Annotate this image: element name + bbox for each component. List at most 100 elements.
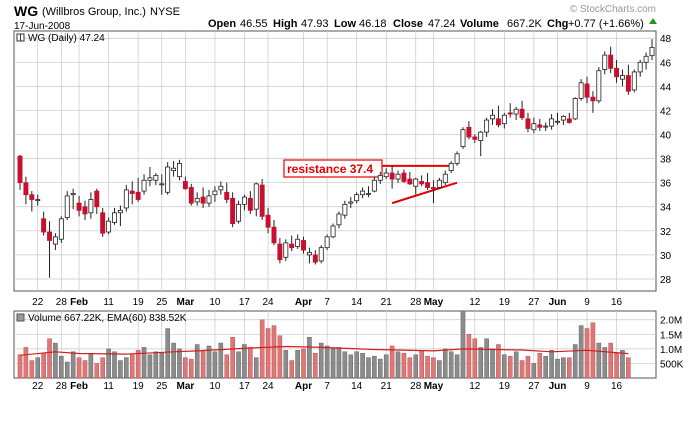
volume-bar (313, 353, 318, 379)
volume-bar (171, 342, 176, 379)
candle-body (241, 196, 247, 205)
volume-bar (218, 342, 224, 379)
volume-bar (248, 347, 253, 379)
volume-date-tick: Feb (70, 381, 88, 392)
candle-body (560, 116, 566, 121)
volume-bar (189, 358, 194, 379)
candle-body (23, 182, 29, 196)
candle-body (70, 193, 76, 196)
candle-body (147, 177, 153, 181)
candle-body (549, 118, 555, 127)
volume-bar (342, 351, 348, 379)
volume-bar (490, 348, 495, 379)
candle-body (117, 209, 123, 214)
candle-body (484, 119, 490, 133)
volume-bar (513, 351, 519, 379)
candle-body (318, 247, 324, 262)
candle-body (159, 183, 165, 186)
volume-date-tick: Apr (295, 381, 312, 392)
volume-bar (419, 350, 424, 379)
symbol: WG (14, 3, 38, 19)
volume-bar (596, 342, 602, 379)
candle-body (377, 175, 383, 181)
candle-body (472, 136, 478, 140)
volume-bar (112, 351, 117, 379)
volume-bar (437, 360, 442, 379)
candle-body (330, 225, 336, 238)
volume-tick-label: 1.5M (660, 330, 682, 341)
volume-bar (253, 357, 259, 379)
close-label: Close (393, 18, 423, 30)
candle-body (47, 231, 52, 241)
candle-body (112, 212, 117, 223)
volume-bar (147, 354, 153, 379)
candle-body (153, 175, 159, 181)
volume-date-tick: May (424, 381, 444, 392)
open-label: Open (208, 18, 236, 30)
volume-bar (584, 328, 590, 379)
candle-body (395, 173, 401, 180)
close-value: 47.24 (428, 18, 456, 30)
volume-bar (271, 325, 277, 379)
volume-bar (395, 351, 401, 379)
volume-date-tick: 25 (156, 381, 168, 392)
volume-axis: 500K 1.0M 1.5M 2.0M (660, 316, 684, 371)
price-date-tick: 7 (324, 297, 330, 308)
candle-body (348, 201, 354, 204)
candle-body (590, 96, 596, 102)
price-tick-label: 46 (660, 58, 672, 69)
candle-body (94, 190, 100, 208)
candle-body (389, 172, 395, 180)
volume-bar (389, 345, 395, 379)
volume-bar (614, 353, 619, 379)
volume-date-axis: 22 28 Feb 11 19 25 Mar 10 17 24 Apr 7 14 21 28 May 12 19 2… (32, 381, 622, 392)
candle-body (88, 199, 94, 214)
exchange: NYSE (150, 6, 180, 18)
volume-bar (478, 347, 483, 379)
chg-label: Chg (547, 18, 568, 30)
volume-bar (47, 338, 52, 379)
volume-bar (118, 360, 123, 379)
volume-date-tick: 16 (611, 381, 623, 392)
candle-body (631, 71, 637, 91)
volume-bar (608, 342, 613, 379)
volume-date-tick: 28 (410, 381, 422, 392)
volume-date-tick: Jun (549, 381, 567, 392)
volume-date-tick: 9 (584, 381, 590, 392)
candle-body (277, 243, 283, 261)
volume-bar (183, 357, 188, 379)
price-date-tick: Mar (176, 297, 194, 308)
volume-bar (454, 354, 460, 379)
price-date-tick: 12 (469, 297, 481, 308)
candle-body (200, 196, 206, 204)
candle-body (135, 191, 141, 200)
volume-bar (94, 363, 100, 379)
price-date-tick: 17 (239, 297, 251, 308)
low-label: Low (334, 18, 356, 30)
price-date-tick: 21 (381, 297, 393, 308)
price-tick-label: 36 (660, 179, 672, 190)
candle-body (236, 203, 242, 222)
volume-bar (336, 347, 342, 379)
candle-body (41, 218, 47, 233)
volume-legend: Volume 667.22K, EMA(60) 838.52K (16, 313, 187, 324)
candle-body (578, 82, 584, 99)
volume-bar (70, 351, 76, 379)
volume-date-tick: 28 (56, 381, 68, 392)
price-legend: WG (Daily) 47.24 (16, 33, 105, 44)
volume-bar (561, 357, 566, 379)
candle-body (301, 240, 306, 251)
candle-body (625, 75, 631, 92)
price-date-tick: Feb (70, 297, 88, 308)
volume-bar (265, 328, 271, 379)
price-date-tick: 14 (351, 297, 363, 308)
volume-bar (543, 355, 548, 379)
candle-body (448, 163, 454, 172)
resistance-annotation: resistance 37.4 (283, 159, 458, 205)
candle-body (531, 123, 537, 131)
price-date-tick: 24 (263, 297, 275, 308)
volume-date-tick: 22 (32, 381, 44, 392)
candle-body (442, 173, 448, 184)
volume-bar (135, 350, 141, 379)
volume-tick-label: 1.0M (660, 345, 682, 356)
